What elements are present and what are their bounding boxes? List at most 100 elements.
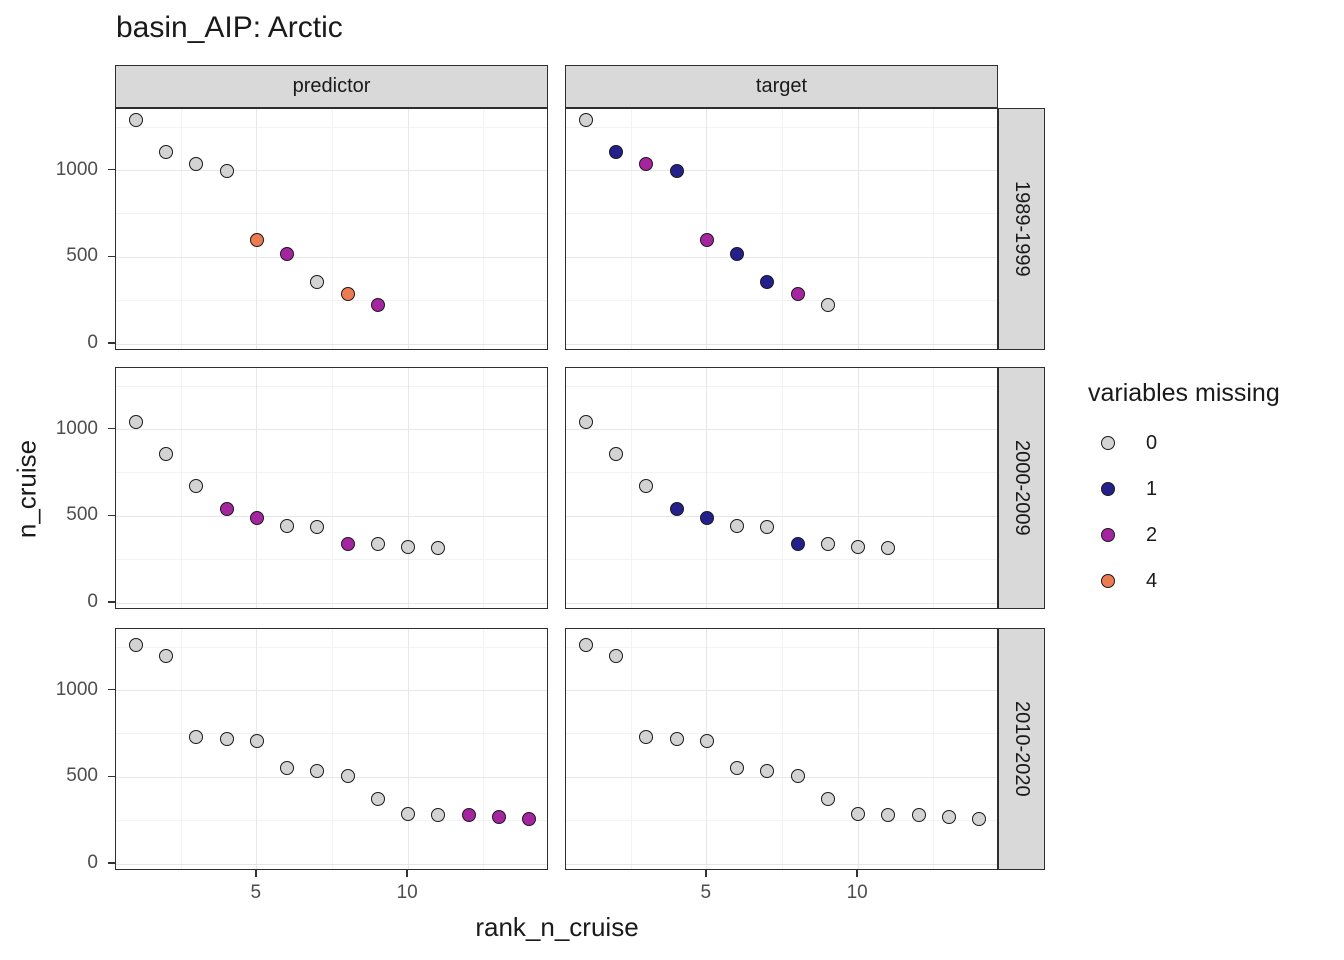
panel-target-2010-2020 [565,628,998,870]
data-point [608,648,623,663]
data-point [820,298,835,313]
facet-column-strip-target: target [565,65,998,108]
y-major-gridline [116,602,547,604]
data-point [189,156,204,171]
y-tick-label: 0 [87,332,98,354]
facet-row-label: 1989-1999 [1011,181,1033,277]
data-point [639,156,654,171]
x-minor-gridline [630,368,632,608]
data-point [280,518,295,533]
y-axis-tick [108,601,115,603]
data-point [310,764,325,779]
data-point [790,769,805,784]
data-point [972,811,987,826]
data-point [461,808,476,823]
legend-label: 1 [1146,477,1158,500]
legend-entry-4: 4 [1101,568,1157,594]
facet-row-strip-2010-2020: 2010-2020 [998,628,1045,870]
x-major-gridline [706,109,708,349]
y-minor-gridline [566,733,997,735]
data-point [881,807,896,822]
x-minor-gridline [180,629,182,869]
data-point [578,113,593,128]
y-axis-tick [108,688,115,691]
y-axis-tick [108,255,115,258]
data-point [760,764,775,779]
data-point [219,163,234,178]
y-major-gridline [116,343,547,345]
y-minor-gridline [566,559,997,561]
x-tick-label: 5 [250,882,262,903]
x-minor-gridline [630,109,632,349]
data-point [189,478,204,493]
y-minor-gridline [116,126,547,128]
x-minor-gridline [483,629,485,869]
x-major-gridline [256,368,258,608]
x-major-gridline [407,109,409,349]
y-minor-gridline [566,213,997,215]
data-point [669,163,684,178]
legend-label: 4 [1146,569,1158,592]
data-point [431,540,446,555]
data-point [851,806,866,821]
y-major-gridline [116,256,547,258]
legend-entry-0: 0 [1101,430,1157,456]
y-axis-tick [108,427,115,430]
data-point [730,518,745,533]
x-major-gridline [256,109,258,349]
x-tick-label: 10 [396,882,418,903]
data-point [699,733,714,748]
facet-row-strip-2000-2009: 2000-2009 [998,367,1045,609]
plot-title: basin_AIP: Arctic [116,11,343,44]
data-point [608,446,623,461]
data-point [820,537,835,552]
y-axis-tick [108,168,115,171]
x-major-gridline [407,368,409,608]
data-point [730,760,745,775]
data-point [790,537,805,552]
legend-key-circle [1101,574,1115,588]
data-point [249,733,264,748]
data-point [370,298,385,313]
data-point [669,502,684,517]
legend-label: 2 [1146,523,1158,546]
y-major-gridline [116,515,547,517]
y-minor-gridline [116,820,547,822]
data-point [401,806,416,821]
y-minor-gridline [566,820,997,822]
data-point [790,286,805,301]
x-minor-gridline [483,109,485,349]
y-minor-gridline [116,646,547,648]
y-major-gridline [116,429,547,431]
data-point [340,537,355,552]
panel-predictor-2010-2020 [115,628,548,870]
data-point [340,769,355,784]
data-point [189,730,204,745]
y-minor-gridline [116,300,547,302]
data-point [310,275,325,290]
x-minor-gridline [332,629,333,869]
data-point [492,810,507,825]
y-tick-label: 1000 [55,678,98,700]
data-point [578,414,593,429]
y-major-gridline [566,515,997,517]
data-point [219,502,234,517]
data-point [522,811,537,826]
x-major-gridline [857,109,859,349]
facet-row-label: 2000-2009 [1011,440,1033,536]
panel-target-1989-1999 [565,108,998,350]
x-minor-gridline [332,368,333,608]
y-axis-tick [108,342,115,344]
y-axis-tick [108,514,115,517]
y-tick-label: 500 [66,504,98,526]
data-point [911,808,926,823]
y-major-gridline [116,690,547,692]
x-major-gridline [857,368,859,608]
y-tick-label: 0 [87,852,98,874]
data-point [219,732,234,747]
legend-key-circle [1101,436,1115,450]
y-major-gridline [566,776,997,778]
data-point [760,275,775,290]
data-point [280,760,295,775]
